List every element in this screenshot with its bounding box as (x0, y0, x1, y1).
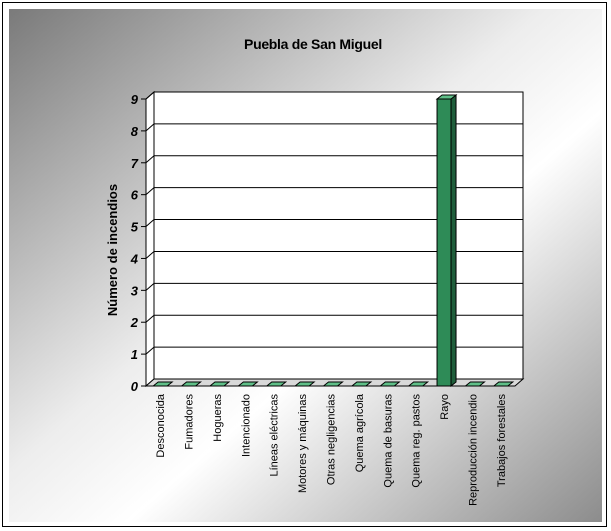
x-tick-label: Quema de basuras (382, 394, 394, 488)
y-tick-label: 7 (131, 156, 139, 171)
y-tick-label: 5 (131, 220, 139, 235)
y-tick-label: 1 (131, 347, 138, 362)
gridline (145, 346, 523, 355)
y-tick-label: 2 (130, 315, 139, 330)
bar-side (450, 93, 457, 388)
y-axis-label: Número de incendios (105, 184, 120, 316)
y-tick-label: 9 (131, 92, 139, 107)
chart-canvas: Puebla de San Miguel Número de incendios… (9, 9, 602, 522)
gridline (145, 219, 523, 227)
gridline (145, 187, 523, 196)
x-tick-label: Rayo (439, 394, 451, 420)
x-tick-label: Fumadores (184, 394, 196, 450)
x-tick-label: Desconocida (155, 393, 167, 457)
y-tick-label: 0 (131, 379, 139, 394)
chart-title: Puebla de San Miguel (244, 36, 382, 52)
gridline (145, 314, 523, 323)
gridline (145, 123, 523, 132)
y-tick-label: 3 (131, 283, 139, 298)
gridline (145, 282, 523, 291)
y-tick-label: 6 (131, 188, 139, 203)
plot-back-wall (153, 91, 524, 380)
y-tick-label: 8 (131, 124, 139, 139)
x-tick-label: Quema agrícola (354, 393, 366, 472)
x-tick-label: Reproducción incendio (467, 394, 479, 506)
x-tick-label: Trabajos forestales (496, 394, 508, 488)
bar-top (435, 94, 458, 100)
plot-side-wall (145, 90, 155, 388)
gridline (145, 250, 523, 259)
plot-area: 0 1 2 3 4 5 6 7 8 9 Desconocida Fumadores Hogueras In… (130, 90, 525, 506)
bar (436, 98, 452, 387)
y-tick-label: 4 (130, 251, 139, 266)
x-tick-label: Quema reg. pastos (411, 394, 423, 488)
x-tick-label: Intencionado (240, 394, 252, 457)
x-tick-label: Otras negligencias (326, 394, 338, 486)
gridline (145, 91, 523, 100)
x-tick-label: Motores y máquinas (297, 394, 309, 494)
chart-frame: Puebla de San Miguel Número de incendios… (2, 2, 607, 527)
x-tick-label: Líneas eléctricas (269, 394, 281, 477)
x-tick-label: Hogueras (212, 394, 224, 442)
gridline (145, 155, 523, 164)
